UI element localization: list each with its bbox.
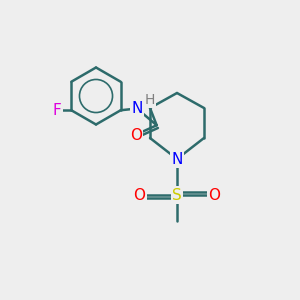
Text: O: O: [134, 188, 146, 202]
Text: H: H: [145, 93, 155, 107]
Text: O: O: [208, 188, 220, 202]
Text: N: N: [131, 101, 143, 116]
Text: O: O: [130, 128, 142, 143]
Text: S: S: [172, 188, 182, 202]
Text: N: N: [171, 152, 183, 166]
Text: F: F: [53, 103, 62, 118]
